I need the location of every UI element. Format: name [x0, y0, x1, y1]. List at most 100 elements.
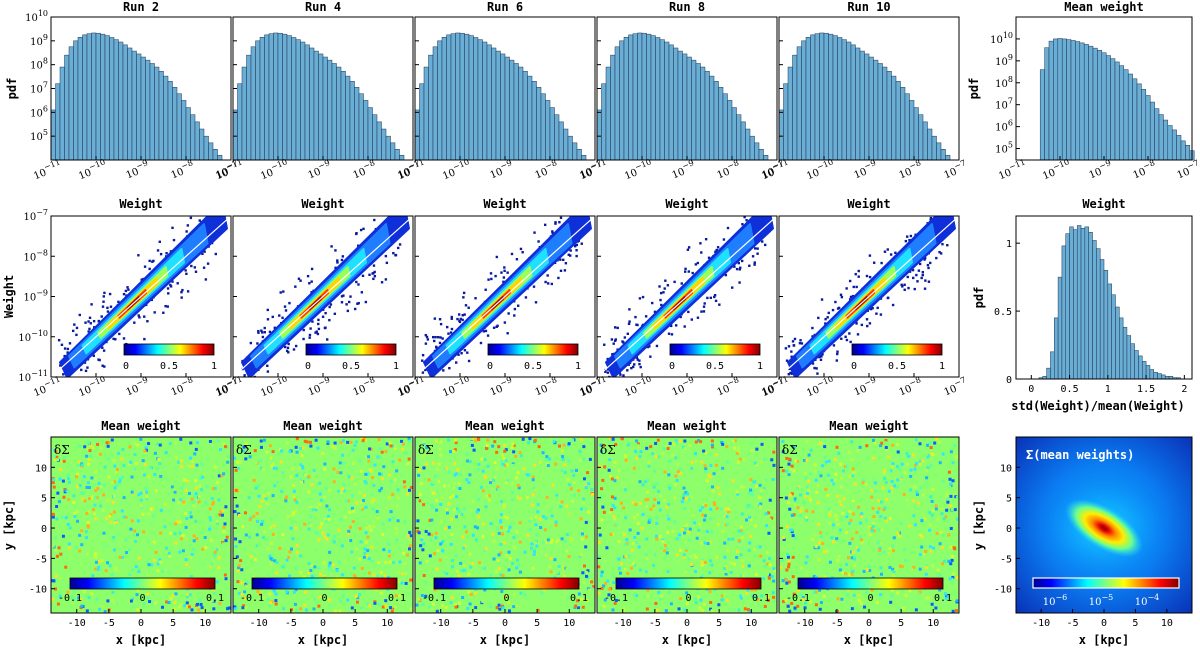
residual-pixel	[53, 536, 57, 540]
density-pixel	[741, 223, 744, 226]
residual-pixel	[369, 528, 373, 532]
residual-pixel	[358, 459, 362, 463]
density-pixel	[687, 310, 690, 314]
residual-pixel	[76, 463, 80, 467]
residual-pixel	[536, 608, 540, 612]
density-pixel	[165, 252, 168, 255]
residual-pixel	[565, 567, 569, 571]
residual-pixel	[486, 438, 490, 442]
residual-pixel	[611, 572, 615, 576]
residual-pixel	[848, 509, 852, 513]
residual-pixel	[93, 495, 97, 499]
residual-pixel	[82, 475, 86, 479]
density-pixel	[832, 344, 836, 347]
residual-pixel	[582, 564, 586, 568]
residual-pixel	[143, 449, 147, 453]
residual-pixel	[186, 592, 190, 596]
residual-pixel	[480, 457, 484, 461]
histogram-bar	[522, 71, 528, 161]
residual-pixel	[476, 468, 480, 472]
residual-pixel	[249, 555, 253, 559]
residual-pixel	[339, 471, 343, 475]
residual-pixel	[918, 567, 922, 571]
density-pixel	[484, 288, 487, 291]
density-pixel	[148, 267, 151, 271]
residual-pixel	[608, 510, 612, 514]
histogram-bar	[82, 34, 88, 161]
residual-pixel	[408, 439, 412, 443]
density-pixel	[181, 288, 184, 292]
density-pixel	[424, 342, 428, 345]
residual-pixel	[437, 480, 441, 484]
residual-pixel	[104, 516, 108, 520]
residual-pixel	[587, 588, 591, 592]
residual-pixel	[815, 575, 819, 579]
density-pixel	[433, 339, 436, 343]
x-tick-label: 10−11	[759, 374, 792, 399]
residual-pixel	[579, 517, 583, 521]
residual-pixel	[199, 602, 203, 606]
residual-pixel	[924, 596, 928, 600]
residual-pixel	[840, 596, 844, 600]
density-pixel	[180, 290, 183, 294]
histogram-bar	[282, 33, 288, 161]
residual-pixel	[94, 439, 98, 443]
residual-pixel	[453, 473, 457, 477]
residual-pixel	[299, 571, 303, 575]
residual-pixel	[371, 498, 375, 502]
density-pixel	[364, 300, 368, 304]
residual-pixel	[402, 551, 406, 555]
residual-pixel	[824, 473, 828, 477]
residual-pixel	[208, 518, 212, 522]
residual-pixel	[262, 596, 266, 600]
residual-pixel	[209, 564, 213, 568]
density-pixel	[865, 318, 869, 321]
residual-pixel	[368, 498, 372, 502]
residual-pixel	[109, 520, 113, 524]
histogram-bar	[895, 81, 901, 161]
residual-pixel	[602, 510, 606, 514]
density-pixel	[811, 326, 814, 330]
residual-pixel	[309, 515, 313, 519]
residual-pixel	[859, 521, 863, 525]
residual-pixel	[395, 469, 399, 473]
residual-pixel	[295, 450, 299, 454]
residual-pixel	[534, 553, 538, 557]
residual-pixel	[212, 599, 216, 603]
residual-pixel	[904, 558, 908, 562]
histogram-bar	[441, 37, 447, 161]
residual-pixel	[748, 541, 752, 545]
residual-pixel	[838, 499, 842, 503]
residual-pixel	[569, 573, 573, 577]
residual-pixel	[475, 510, 479, 514]
density-pixel	[448, 366, 451, 370]
residual-pixel	[403, 520, 407, 524]
residual-pixel	[419, 493, 423, 497]
residual-pixel	[883, 493, 887, 497]
residual-pixel	[166, 505, 170, 509]
residual-pixel	[295, 474, 299, 478]
density-pixel	[811, 335, 814, 338]
residual-pixel	[572, 493, 576, 497]
residual-pixel	[819, 441, 823, 445]
residual-pixel	[514, 454, 518, 458]
residual-pixel	[349, 539, 353, 543]
residual-pixel	[772, 595, 776, 599]
residual-pixel	[85, 454, 89, 458]
residual-pixel	[130, 490, 134, 494]
residual-pixel	[645, 537, 649, 541]
density-pixel	[185, 230, 188, 233]
density-pixel	[385, 261, 389, 265]
residual-pixel	[676, 469, 680, 473]
residual-pixel	[121, 447, 125, 451]
density-pixel	[151, 260, 154, 263]
residual-pixel	[824, 487, 828, 491]
residual-pixel	[224, 505, 228, 509]
residual-pixel	[87, 486, 91, 490]
residual-pixel	[474, 538, 478, 542]
histogram-bar	[882, 66, 888, 161]
residual-pixel	[259, 445, 263, 449]
density-pixel	[618, 385, 620, 387]
density-pixel	[345, 303, 348, 306]
residual-pixel	[93, 483, 97, 487]
